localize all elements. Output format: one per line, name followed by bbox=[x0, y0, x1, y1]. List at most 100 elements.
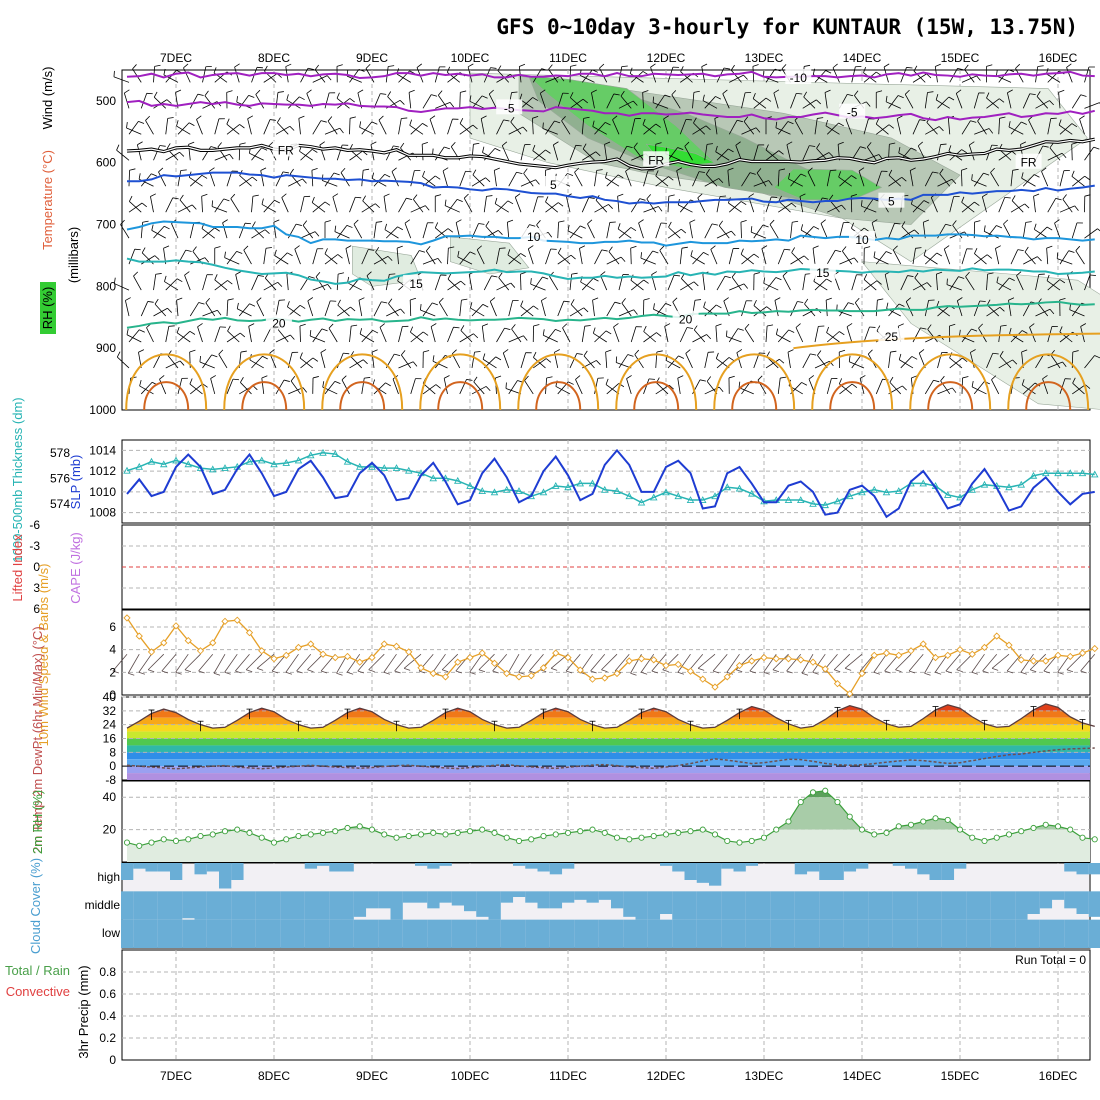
wind-barb bbox=[549, 276, 559, 291]
wind-barb bbox=[327, 120, 338, 135]
wind-barb-flag bbox=[876, 280, 882, 285]
cloud-bar-low bbox=[537, 919, 550, 948]
cloud-bar-middle bbox=[145, 891, 158, 920]
wind-barb bbox=[851, 354, 862, 369]
cloud-bar-middle bbox=[684, 891, 697, 920]
wind-barb-flag bbox=[986, 254, 993, 259]
wind-barb-flag bbox=[353, 219, 359, 225]
wind-barb bbox=[969, 352, 975, 369]
wind-barb bbox=[923, 255, 938, 265]
wind-barb bbox=[684, 146, 693, 161]
wind-barb bbox=[912, 200, 925, 213]
wind-barb-flag bbox=[227, 298, 234, 301]
rh-point bbox=[871, 831, 878, 838]
wind-barb-flag bbox=[991, 375, 997, 380]
wind-barb-flag bbox=[334, 225, 337, 232]
wind-barb-flag bbox=[971, 328, 978, 332]
surface-wind-barb bbox=[112, 653, 128, 672]
wind-barb-flag bbox=[366, 271, 372, 276]
wind-barb-flag bbox=[944, 245, 950, 250]
surface-wind-barb-flag bbox=[1006, 670, 1014, 674]
wind-barb-flag bbox=[494, 148, 501, 152]
cloud-bar-high bbox=[194, 863, 207, 875]
wind-barb-flag bbox=[816, 143, 821, 149]
wind-barb-flag bbox=[387, 91, 392, 97]
wind-barb bbox=[480, 118, 485, 135]
wind-barb-flag bbox=[209, 167, 215, 172]
wind-barb bbox=[875, 251, 887, 265]
wind-barb-flag bbox=[828, 152, 834, 158]
wind-barb bbox=[1067, 274, 1073, 291]
wind-barb-flag bbox=[961, 196, 965, 203]
wind-barb bbox=[199, 361, 215, 369]
cloud-bar-low bbox=[696, 919, 710, 948]
wind-speed-point bbox=[650, 656, 658, 664]
wind-barb-flag bbox=[1062, 361, 1067, 367]
wind-barb-flag bbox=[951, 178, 957, 184]
cloud-bar-low bbox=[353, 919, 367, 948]
wind-barb-flag bbox=[952, 220, 957, 226]
wind-barb bbox=[113, 76, 130, 83]
wind-barb-flag bbox=[510, 116, 515, 123]
wind-barb-flag bbox=[664, 94, 671, 98]
wind-barb bbox=[912, 248, 916, 265]
wind-speed-point bbox=[466, 653, 474, 662]
wind-barb-flag bbox=[728, 357, 735, 362]
wind-barb-flag bbox=[1021, 172, 1024, 179]
surface-wind-barb-flag bbox=[992, 667, 999, 671]
wind-barb bbox=[196, 119, 203, 135]
wind-barb-flag bbox=[429, 115, 436, 120]
wind-barb bbox=[391, 171, 399, 187]
thickness-point bbox=[723, 483, 732, 491]
wind-barb bbox=[744, 328, 755, 343]
cloud-bar-low bbox=[476, 919, 489, 948]
thickness-point bbox=[698, 496, 707, 503]
wind-barb-flag bbox=[1071, 142, 1078, 145]
wind-barb-flag bbox=[289, 126, 295, 131]
cloud-bar-middle bbox=[1003, 891, 1016, 920]
wind-barb bbox=[520, 352, 527, 369]
wind-barb-flag bbox=[504, 327, 511, 331]
wind-barb bbox=[442, 170, 448, 187]
wind-barb-flag bbox=[553, 141, 559, 146]
wind-barb-flag bbox=[617, 174, 624, 179]
wind-barb-flag bbox=[813, 226, 820, 230]
wind-barb-flag bbox=[576, 353, 583, 355]
wind-speed-point bbox=[221, 617, 229, 625]
wind-barb bbox=[606, 93, 615, 109]
wind-barb bbox=[741, 300, 747, 317]
wind-barb bbox=[569, 66, 571, 83]
cloud-bar-middle bbox=[941, 891, 955, 920]
wind-barb-flag bbox=[629, 67, 633, 74]
wind-barb-flag bbox=[557, 247, 562, 254]
wind-barb bbox=[561, 120, 571, 135]
wind-barb-flag bbox=[940, 375, 945, 382]
wind-barb-flag bbox=[1021, 349, 1028, 353]
wind-barb bbox=[520, 305, 534, 317]
cloud-bar-high bbox=[415, 863, 428, 866]
wind-barb-flag bbox=[494, 167, 500, 171]
wind-barb bbox=[378, 119, 387, 135]
wind-speed-point bbox=[735, 661, 744, 670]
wind-barb-flag bbox=[332, 193, 339, 198]
cloud-bar-middle bbox=[733, 891, 746, 920]
wind-barb bbox=[582, 151, 597, 161]
wind-speed-point bbox=[674, 660, 682, 669]
wind-barb-flag bbox=[264, 229, 270, 235]
wind-barb-flag bbox=[234, 63, 240, 68]
wind-barb bbox=[680, 281, 695, 291]
cloud-bar-high bbox=[133, 863, 146, 869]
wind-barb bbox=[165, 151, 180, 161]
wind-barb-flag bbox=[151, 173, 157, 177]
cloud-bar-low bbox=[917, 919, 930, 948]
wind-barb bbox=[532, 276, 543, 291]
wind-barb-flag bbox=[996, 225, 1003, 229]
wind-barb bbox=[312, 328, 323, 343]
wind-barb bbox=[146, 327, 154, 343]
cloud-bar-low bbox=[1015, 919, 1028, 948]
wind-barb bbox=[507, 254, 522, 265]
wind-speed-point bbox=[772, 655, 780, 663]
surface-wind-barb bbox=[833, 653, 851, 671]
cloud-bar-middle bbox=[500, 891, 514, 903]
wind-barb bbox=[581, 118, 585, 135]
